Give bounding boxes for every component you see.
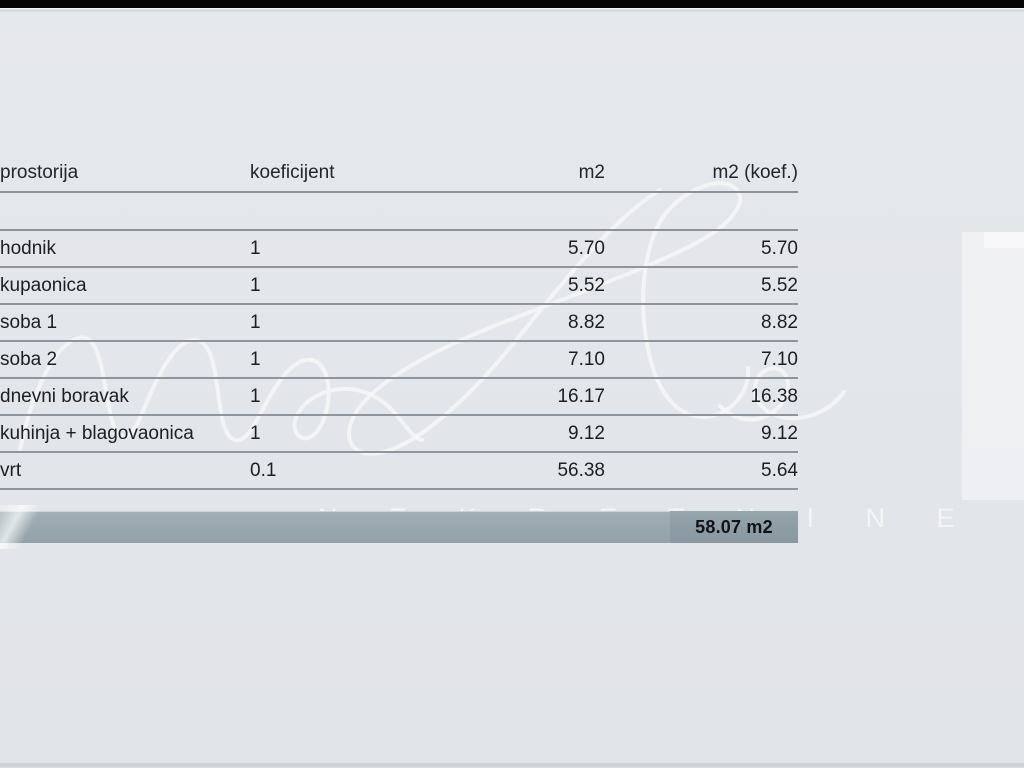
cell-coef: 0.1 <box>250 452 425 490</box>
header-spacer-row <box>0 192 798 231</box>
cell-m2-koef: 9.12 <box>605 415 798 453</box>
cell-m2: 9.12 <box>425 415 605 453</box>
table-row: kupaonica 1 5.52 5.52 <box>0 267 798 305</box>
table-row: vrt 0.1 56.38 5.64 <box>0 452 798 490</box>
cell-coef: 1 <box>250 341 425 379</box>
cell-m2-koef: 5.70 <box>605 230 798 268</box>
cell-m2: 8.82 <box>425 304 605 342</box>
cell-room: soba 2 <box>0 341 250 379</box>
cell-m2: 16.17 <box>425 378 605 416</box>
cell-room: hodnik <box>0 230 250 268</box>
page-bottom-edge <box>0 763 1024 768</box>
right-edge-watermark-block <box>962 232 1024 500</box>
total-bar: 58.07 m2 <box>0 511 798 543</box>
scan-top-black-bar <box>0 0 1024 8</box>
cell-coef: 1 <box>250 378 425 416</box>
cell-coef: 1 <box>250 230 425 268</box>
cell-m2-koef: 16.38 <box>605 378 798 416</box>
page-top-edge <box>0 8 1024 12</box>
room-area-table: prostorija koeficijent m2 m2 (koef.) hod… <box>0 155 798 522</box>
cell-coef: 1 <box>250 304 425 342</box>
table-row: dnevni boravak 1 16.17 16.38 <box>0 378 798 416</box>
cell-room: vrt <box>0 452 250 490</box>
cell-coef: 1 <box>250 415 425 453</box>
spacer-cell <box>0 192 250 231</box>
column-header-koeficijent: koeficijent <box>250 155 425 193</box>
column-header-m2-koef: m2 (koef.) <box>605 155 798 193</box>
cell-m2-koef: 5.64 <box>605 452 798 490</box>
room-area-table-container: prostorija koeficijent m2 m2 (koef.) hod… <box>0 155 798 522</box>
cell-m2: 56.38 <box>425 452 605 490</box>
spacer-cell <box>425 192 605 231</box>
column-header-m2: m2 <box>425 155 605 193</box>
cell-room: kuhinja + blagovaonica <box>0 415 250 453</box>
table-row: soba 1 1 8.82 8.82 <box>0 304 798 342</box>
spacer-cell <box>605 192 798 231</box>
cell-room: soba 1 <box>0 304 250 342</box>
cell-coef: 1 <box>250 267 425 305</box>
spacer-cell <box>250 192 425 231</box>
table-row: hodnik 1 5.70 5.70 <box>0 230 798 268</box>
total-area-value: 58.07 m2 <box>670 511 798 543</box>
cell-room: kupaonica <box>0 267 250 305</box>
cell-room: dnevni boravak <box>0 378 250 416</box>
table-row: kuhinja + blagovaonica 1 9.12 9.12 <box>0 415 798 453</box>
column-header-prostorija: prostorija <box>0 155 250 193</box>
right-edge-watermark-tab <box>984 232 1024 248</box>
cell-m2: 5.70 <box>425 230 605 268</box>
cell-m2-koef: 7.10 <box>605 341 798 379</box>
table-header-row: prostorija koeficijent m2 m2 (koef.) <box>0 155 798 193</box>
cell-m2-koef: 8.82 <box>605 304 798 342</box>
table-body: hodnik 1 5.70 5.70 kupaonica 1 5.52 5.52… <box>0 192 798 522</box>
table-row: soba 2 1 7.10 7.10 <box>0 341 798 379</box>
cell-m2: 5.52 <box>425 267 605 305</box>
cell-m2-koef: 5.52 <box>605 267 798 305</box>
cell-m2: 7.10 <box>425 341 605 379</box>
